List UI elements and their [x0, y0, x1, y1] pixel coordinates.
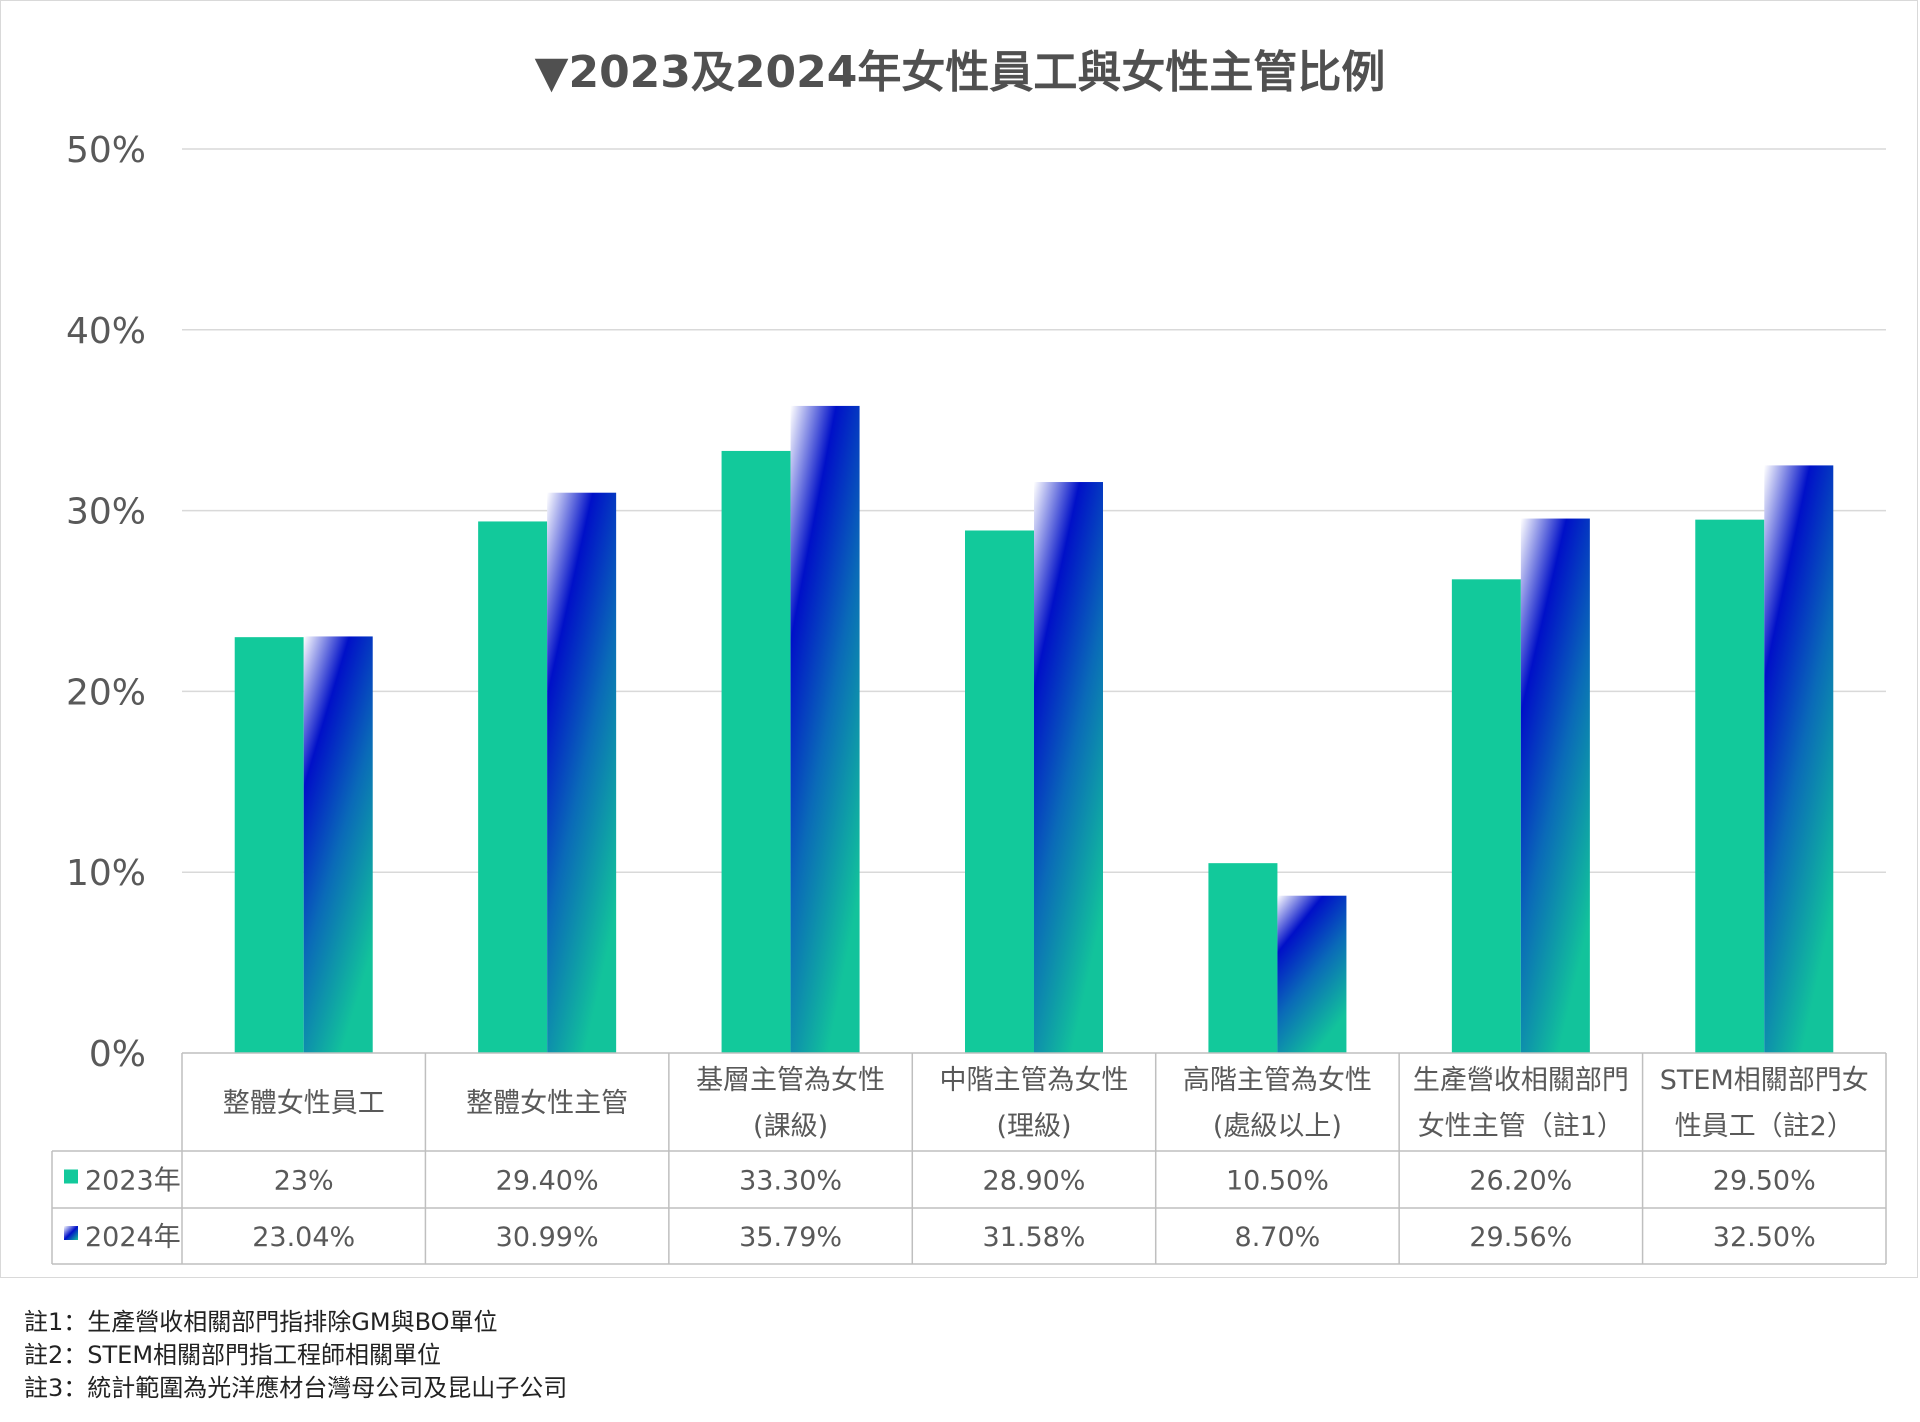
data-label: 29.50%: [1713, 1166, 1816, 1197]
y-tick-label: 10%: [66, 853, 146, 894]
data-label: 29.40%: [496, 1166, 599, 1197]
category-label: STEM相關部門女: [1660, 1065, 1869, 1096]
data-label: 23.04%: [252, 1222, 355, 1253]
bar-2023: [1208, 863, 1278, 1053]
legend-key-2024: [64, 1226, 78, 1240]
data-label: 10.50%: [1226, 1166, 1329, 1197]
data-label: 31.58%: [983, 1222, 1086, 1253]
category-label: (理級): [996, 1111, 1071, 1142]
bar-2023: [721, 450, 791, 1053]
category-label: 整體女性員工: [223, 1088, 385, 1119]
data-label: 28.90%: [983, 1166, 1086, 1197]
data-label: 32.50%: [1713, 1222, 1816, 1253]
bar-chart: 0% 10% 20% 30% 40% 50% 整體女性員工 整體女性主管 基層主管為女性 (課級…: [51, 130, 1887, 1265]
bar-2023: [1451, 579, 1521, 1053]
legend-label: 2023年: [85, 1166, 181, 1197]
category-label: 整體女性主管: [466, 1088, 628, 1119]
category-label: (課級): [753, 1111, 828, 1142]
bar-2023: [478, 521, 548, 1053]
category-label: 基層主管為女性: [696, 1065, 885, 1096]
footnotes: 註1：生產營收相關部門指排除GM與BO單位 註2：STEM相關部門指工程師相關單…: [24, 1306, 567, 1405]
category-label: 中階主管為女性: [940, 1065, 1129, 1096]
chart-frame: [0, 0, 1918, 1278]
category-label: (處級以上): [1213, 1111, 1342, 1142]
bar-2023: [965, 530, 1034, 1053]
bar-2024: [1520, 518, 1590, 1053]
bar-2024: [1277, 895, 1347, 1053]
bar-2024: [790, 405, 860, 1053]
legend-key-2023: [64, 1169, 78, 1184]
y-tick-label: 30%: [66, 492, 146, 533]
y-tick-label: 40%: [66, 311, 146, 352]
bar-2024: [1764, 465, 1834, 1053]
bar-2024: [303, 636, 373, 1053]
data-label: 35.79%: [739, 1222, 842, 1253]
bar-2023: [1695, 519, 1765, 1053]
data-label: 8.70%: [1235, 1222, 1321, 1253]
chart-title: ▼2023及2024年女性員工與女性主管比例: [534, 47, 1386, 98]
bar-2024: [1034, 482, 1103, 1054]
footnote-3: 註3：統計範圍為光洋應材台灣母公司及昆山子公司: [24, 1374, 568, 1402]
bar-2024: [547, 492, 617, 1053]
footnote-1: 註1：生產營收相關部門指排除GM與BO單位: [24, 1308, 498, 1336]
data-label: 29.56%: [1469, 1222, 1572, 1253]
category-label: 生產營收相關部門: [1413, 1065, 1629, 1096]
bar-2023: [234, 637, 304, 1053]
data-label: 23%: [274, 1166, 334, 1197]
category-label: 高階主管為女性: [1183, 1065, 1372, 1096]
category-label: 性員工（註2）: [1675, 1111, 1854, 1142]
footnote-2: 註2：STEM相關部門指工程師相關單位: [24, 1341, 442, 1369]
data-label: 30.99%: [496, 1222, 599, 1253]
y-tick-label: 0%: [89, 1034, 146, 1075]
category-label: 女性主管（註1）: [1418, 1111, 1624, 1142]
y-tick-label: 20%: [66, 672, 146, 713]
data-label: 33.30%: [739, 1166, 842, 1197]
y-tick-label: 50%: [66, 130, 146, 171]
data-label: 26.20%: [1469, 1166, 1572, 1197]
legend-label: 2024年: [85, 1222, 181, 1253]
